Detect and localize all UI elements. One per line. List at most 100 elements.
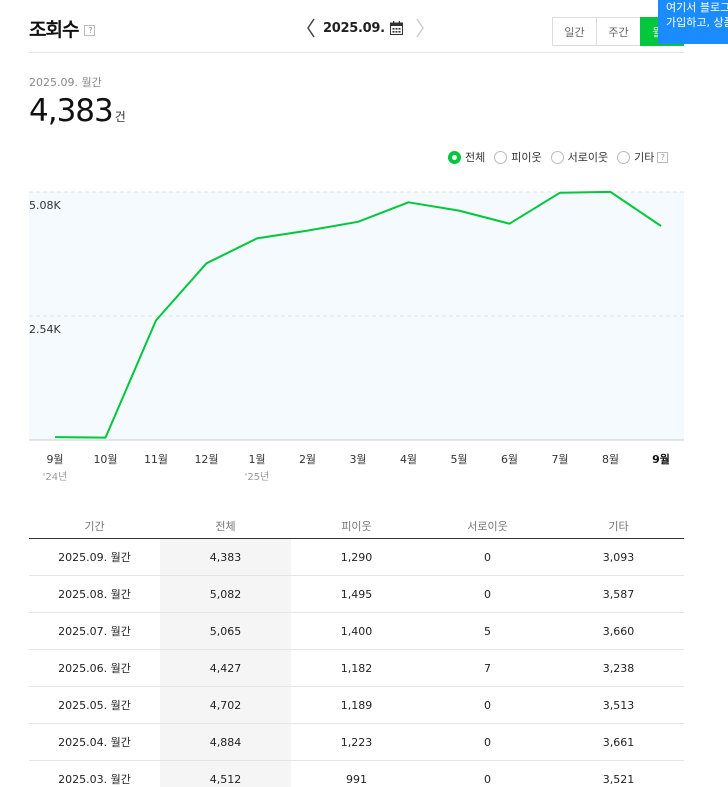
next-period-button[interactable]	[413, 17, 427, 39]
title-text: 조회수	[29, 19, 79, 41]
cell-period: 2025.08. 월간	[58, 588, 131, 601]
tooltip-line-2: 가입하고, 상품	[666, 16, 728, 29]
daily-button[interactable]: 일간	[552, 17, 596, 46]
x-tick-label: 6월	[501, 453, 518, 466]
col-neighbor: 피이웃	[341, 520, 372, 533]
radio-icon	[617, 150, 631, 164]
cell-other: 3,587	[602, 587, 635, 601]
cell-period: 2025.05. 월간	[58, 699, 131, 712]
x-tick-label: 10월	[93, 453, 117, 466]
cell-total: 5,082	[160, 576, 291, 612]
cell-total: 5,065	[160, 613, 291, 649]
legend-mutual-neighbor[interactable]: 서로이웃	[550, 149, 609, 165]
calendar-button[interactable]	[389, 20, 405, 36]
chevron-right-icon	[416, 18, 424, 38]
cell-other: 3,660	[602, 624, 635, 638]
prev-period-button[interactable]	[304, 17, 318, 39]
y-tick-label: 5.08K	[29, 199, 61, 212]
legend-label: 피이웃	[511, 151, 542, 164]
views-line-chart: 5.08K 2.54K 9월 '24년 10월 11월 12월 1월 '25년 2월 3월 4월 5월 6…	[29, 190, 684, 483]
cell-other: 3,521	[602, 772, 635, 786]
weekly-button[interactable]: 주간	[596, 17, 640, 46]
cell-period: 2025.09. 월간	[58, 551, 131, 564]
cell-mutual-neighbor: 0	[484, 735, 491, 749]
page-title: 조회수?	[29, 15, 96, 42]
cell-period: 2025.07. 월간	[58, 625, 131, 638]
stats-header: 조회수? 2025.09. 일간 주간 월간	[29, 0, 684, 53]
summary-unit: 건	[114, 110, 126, 124]
table-row: 2025.09. 월간 4,383 1,290 0 3,093	[29, 539, 684, 576]
date-navigator: 2025.09.	[304, 14, 427, 42]
table-row: 2025.04. 월간 4,884 1,223 0 3,661	[29, 724, 684, 761]
table-row: 2025.05. 월간 4,702 1,189 0 3,513	[29, 687, 684, 724]
cell-period: 2025.03. 월간	[58, 773, 131, 786]
summary-label: 2025.09. 월간	[29, 76, 102, 89]
cell-other: 3,238	[602, 661, 635, 675]
y-tick-label: 2.54K	[29, 323, 61, 336]
x-tick-label: 11월	[144, 453, 168, 466]
stats-table: 기간 전체 피이웃 서로이웃 기타 2025.09. 월간 4,383 1,290 0…	[29, 514, 684, 787]
x-year-label: '25년	[245, 471, 270, 483]
chart-plot-area	[29, 192, 684, 440]
legend-all[interactable]: 전체	[448, 149, 485, 165]
table-header: 기간 전체 피이웃 서로이웃 기타	[29, 514, 684, 539]
legend-other[interactable]: 기타?	[617, 149, 669, 165]
cell-other: 3,093	[602, 550, 635, 564]
x-year-label: '24년	[43, 471, 68, 483]
x-tick-label: 8월	[602, 453, 619, 466]
cell-total: 4,427	[160, 650, 291, 686]
cell-total: 4,702	[160, 687, 291, 723]
chevron-left-icon	[307, 18, 315, 38]
chart-legend: 전체 피이웃 서로이웃 기타?	[448, 149, 677, 165]
help-icon[interactable]: ?	[657, 151, 669, 163]
legend-label: 서로이웃	[567, 151, 609, 164]
summary-value: 4,383	[29, 93, 114, 129]
cell-neighbor: 1,400	[340, 624, 373, 638]
cell-other: 3,513	[602, 698, 635, 712]
cell-total: 4,383	[160, 539, 291, 575]
calendar-icon	[390, 21, 404, 35]
cell-neighbor: 1,189	[340, 698, 373, 712]
tooltip-line-1: 여기서 블로그	[666, 1, 728, 14]
legend-neighbor[interactable]: 피이웃	[494, 149, 542, 165]
radio-icon	[494, 150, 508, 164]
cell-neighbor: 1,182	[340, 661, 373, 675]
x-tick-label: 7월	[551, 453, 568, 466]
cell-total: 4,884	[160, 724, 291, 760]
radio-icon	[550, 150, 564, 164]
col-period: 기간	[84, 520, 105, 533]
legend-label: 기타	[634, 151, 655, 164]
cell-mutual-neighbor: 0	[484, 550, 491, 564]
cell-neighbor: 1,495	[340, 587, 373, 601]
col-total: 전체	[215, 520, 236, 533]
x-tick-label: 2월	[299, 453, 316, 466]
x-tick-label: 12월	[194, 453, 218, 466]
cell-period: 2025.04. 월간	[58, 736, 131, 749]
table-row: 2025.03. 월간 4,512 991 0 3,521	[29, 761, 684, 787]
cell-mutual-neighbor: 7	[484, 661, 491, 675]
cell-total: 4,512	[160, 761, 291, 787]
cell-mutual-neighbor: 0	[484, 698, 491, 712]
table-row: 2025.07. 월간 5,065 1,400 5 3,660	[29, 613, 684, 650]
radio-selected-icon	[448, 150, 461, 164]
cell-neighbor: 1,290	[340, 550, 373, 564]
col-other: 기타	[608, 520, 629, 533]
table-body: 2025.09. 월간 4,383 1,290 0 3,093 2025.08. 월간 5,…	[29, 539, 684, 787]
cell-other: 3,661	[602, 735, 635, 749]
cell-mutual-neighbor: 0	[484, 772, 491, 786]
x-tick-label: 5월	[450, 453, 467, 466]
cell-period: 2025.06. 월간	[58, 662, 131, 675]
summary-value-wrap: 4,383 건	[29, 93, 126, 129]
series-line-total	[54, 190, 662, 439]
x-tick-label: 4월	[400, 453, 417, 466]
cell-mutual-neighbor: 5	[484, 624, 491, 638]
promo-tooltip[interactable]: 여기서 블로그 가입하고, 상품	[658, 0, 728, 44]
table-row: 2025.06. 월간 4,427 1,182 7 3,238	[29, 650, 684, 687]
x-tick-label: 3월	[349, 453, 366, 466]
x-tick-label: 9월	[46, 453, 63, 466]
help-icon[interactable]: ?	[84, 25, 96, 36]
current-date: 2025.09.	[323, 20, 385, 36]
cell-neighbor: 991	[346, 772, 367, 786]
x-tick-label: 9월	[652, 452, 670, 466]
cell-neighbor: 1,223	[340, 735, 373, 749]
